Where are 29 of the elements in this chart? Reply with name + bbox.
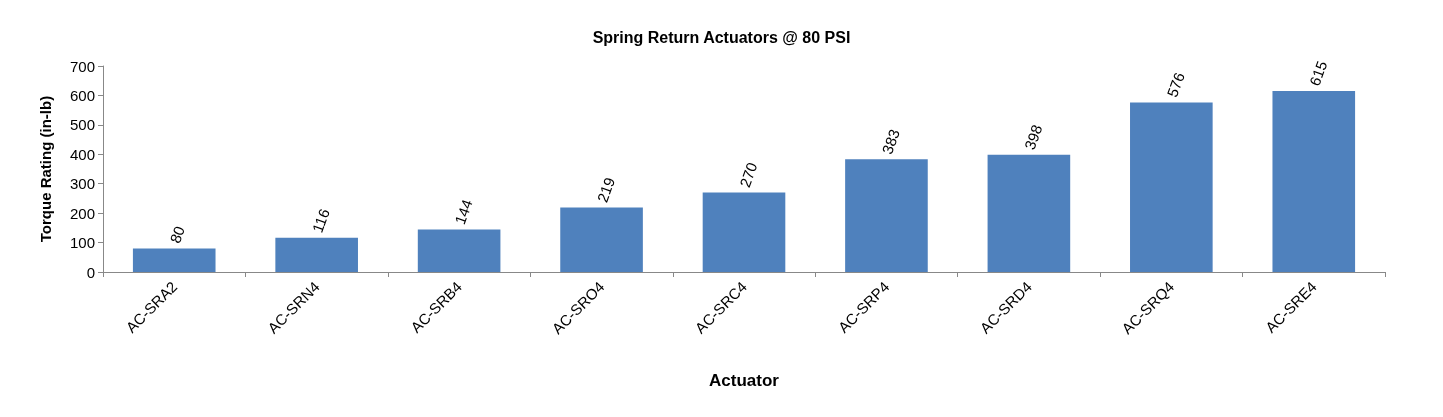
y-tick-label: 100 bbox=[69, 234, 95, 252]
y-tick-label: 0 bbox=[86, 263, 95, 281]
bar bbox=[845, 159, 928, 272]
data-label: 116 bbox=[308, 206, 333, 235]
data-label: 80 bbox=[166, 223, 188, 246]
y-tick-label: 600 bbox=[69, 86, 95, 104]
x-axis-title: Actuator bbox=[709, 371, 780, 390]
y-tick-label: 400 bbox=[69, 145, 95, 163]
y-tick-label: 300 bbox=[69, 175, 95, 193]
chart-title: Spring Return Actuators @ 80 PSI bbox=[592, 28, 851, 46]
data-label: 270 bbox=[736, 160, 761, 190]
y-axis-title: Torque Rating (in-lb) bbox=[37, 95, 54, 243]
data-label: 144 bbox=[451, 197, 476, 227]
data-label: 383 bbox=[878, 126, 903, 157]
y-tick-label: 200 bbox=[69, 204, 95, 222]
bar bbox=[1272, 91, 1356, 272]
bar bbox=[275, 237, 358, 272]
y-tick-label: 700 bbox=[69, 57, 95, 75]
bar bbox=[417, 229, 501, 272]
bar bbox=[1130, 102, 1213, 272]
y-tick-label: 500 bbox=[69, 116, 95, 134]
bar bbox=[560, 207, 643, 272]
bar bbox=[702, 192, 786, 272]
data-label: 576 bbox=[1163, 70, 1188, 100]
bar bbox=[987, 154, 1071, 272]
data-label: 615 bbox=[1305, 58, 1331, 88]
data-label: 219 bbox=[593, 175, 619, 205]
bar bbox=[132, 248, 216, 272]
data-label: 398 bbox=[1020, 122, 1046, 152]
